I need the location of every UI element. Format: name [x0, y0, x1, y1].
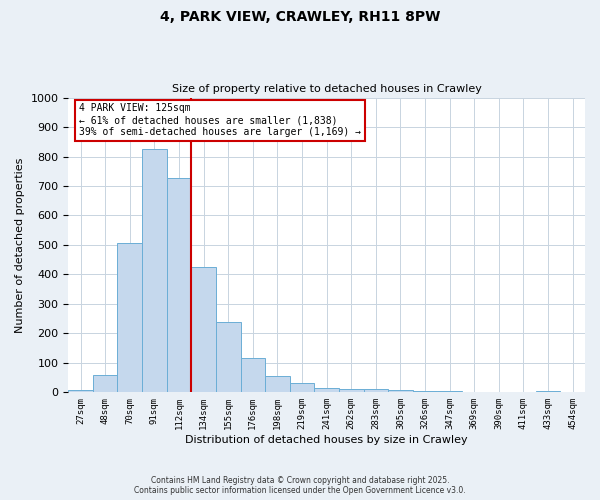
Bar — [191, 267, 216, 392]
Bar — [388, 390, 413, 392]
Bar — [339, 390, 364, 392]
Bar — [536, 391, 560, 392]
X-axis label: Distribution of detached houses by size in Crawley: Distribution of detached houses by size … — [185, 435, 468, 445]
Bar — [241, 358, 265, 392]
Bar — [118, 244, 142, 392]
Text: 4, PARK VIEW, CRAWLEY, RH11 8PW: 4, PARK VIEW, CRAWLEY, RH11 8PW — [160, 10, 440, 24]
Bar — [216, 322, 241, 392]
Text: 4 PARK VIEW: 125sqm
← 61% of detached houses are smaller (1,838)
39% of semi-det: 4 PARK VIEW: 125sqm ← 61% of detached ho… — [79, 104, 361, 136]
Bar — [142, 149, 167, 392]
Bar — [68, 390, 93, 392]
Title: Size of property relative to detached houses in Crawley: Size of property relative to detached ho… — [172, 84, 482, 94]
Bar — [265, 376, 290, 392]
Bar — [364, 390, 388, 392]
Text: Contains HM Land Registry data © Crown copyright and database right 2025.
Contai: Contains HM Land Registry data © Crown c… — [134, 476, 466, 495]
Bar — [413, 391, 437, 392]
Bar — [437, 391, 462, 392]
Bar — [314, 388, 339, 392]
Bar — [93, 374, 118, 392]
Y-axis label: Number of detached properties: Number of detached properties — [15, 158, 25, 332]
Bar — [167, 178, 191, 392]
Bar — [290, 384, 314, 392]
